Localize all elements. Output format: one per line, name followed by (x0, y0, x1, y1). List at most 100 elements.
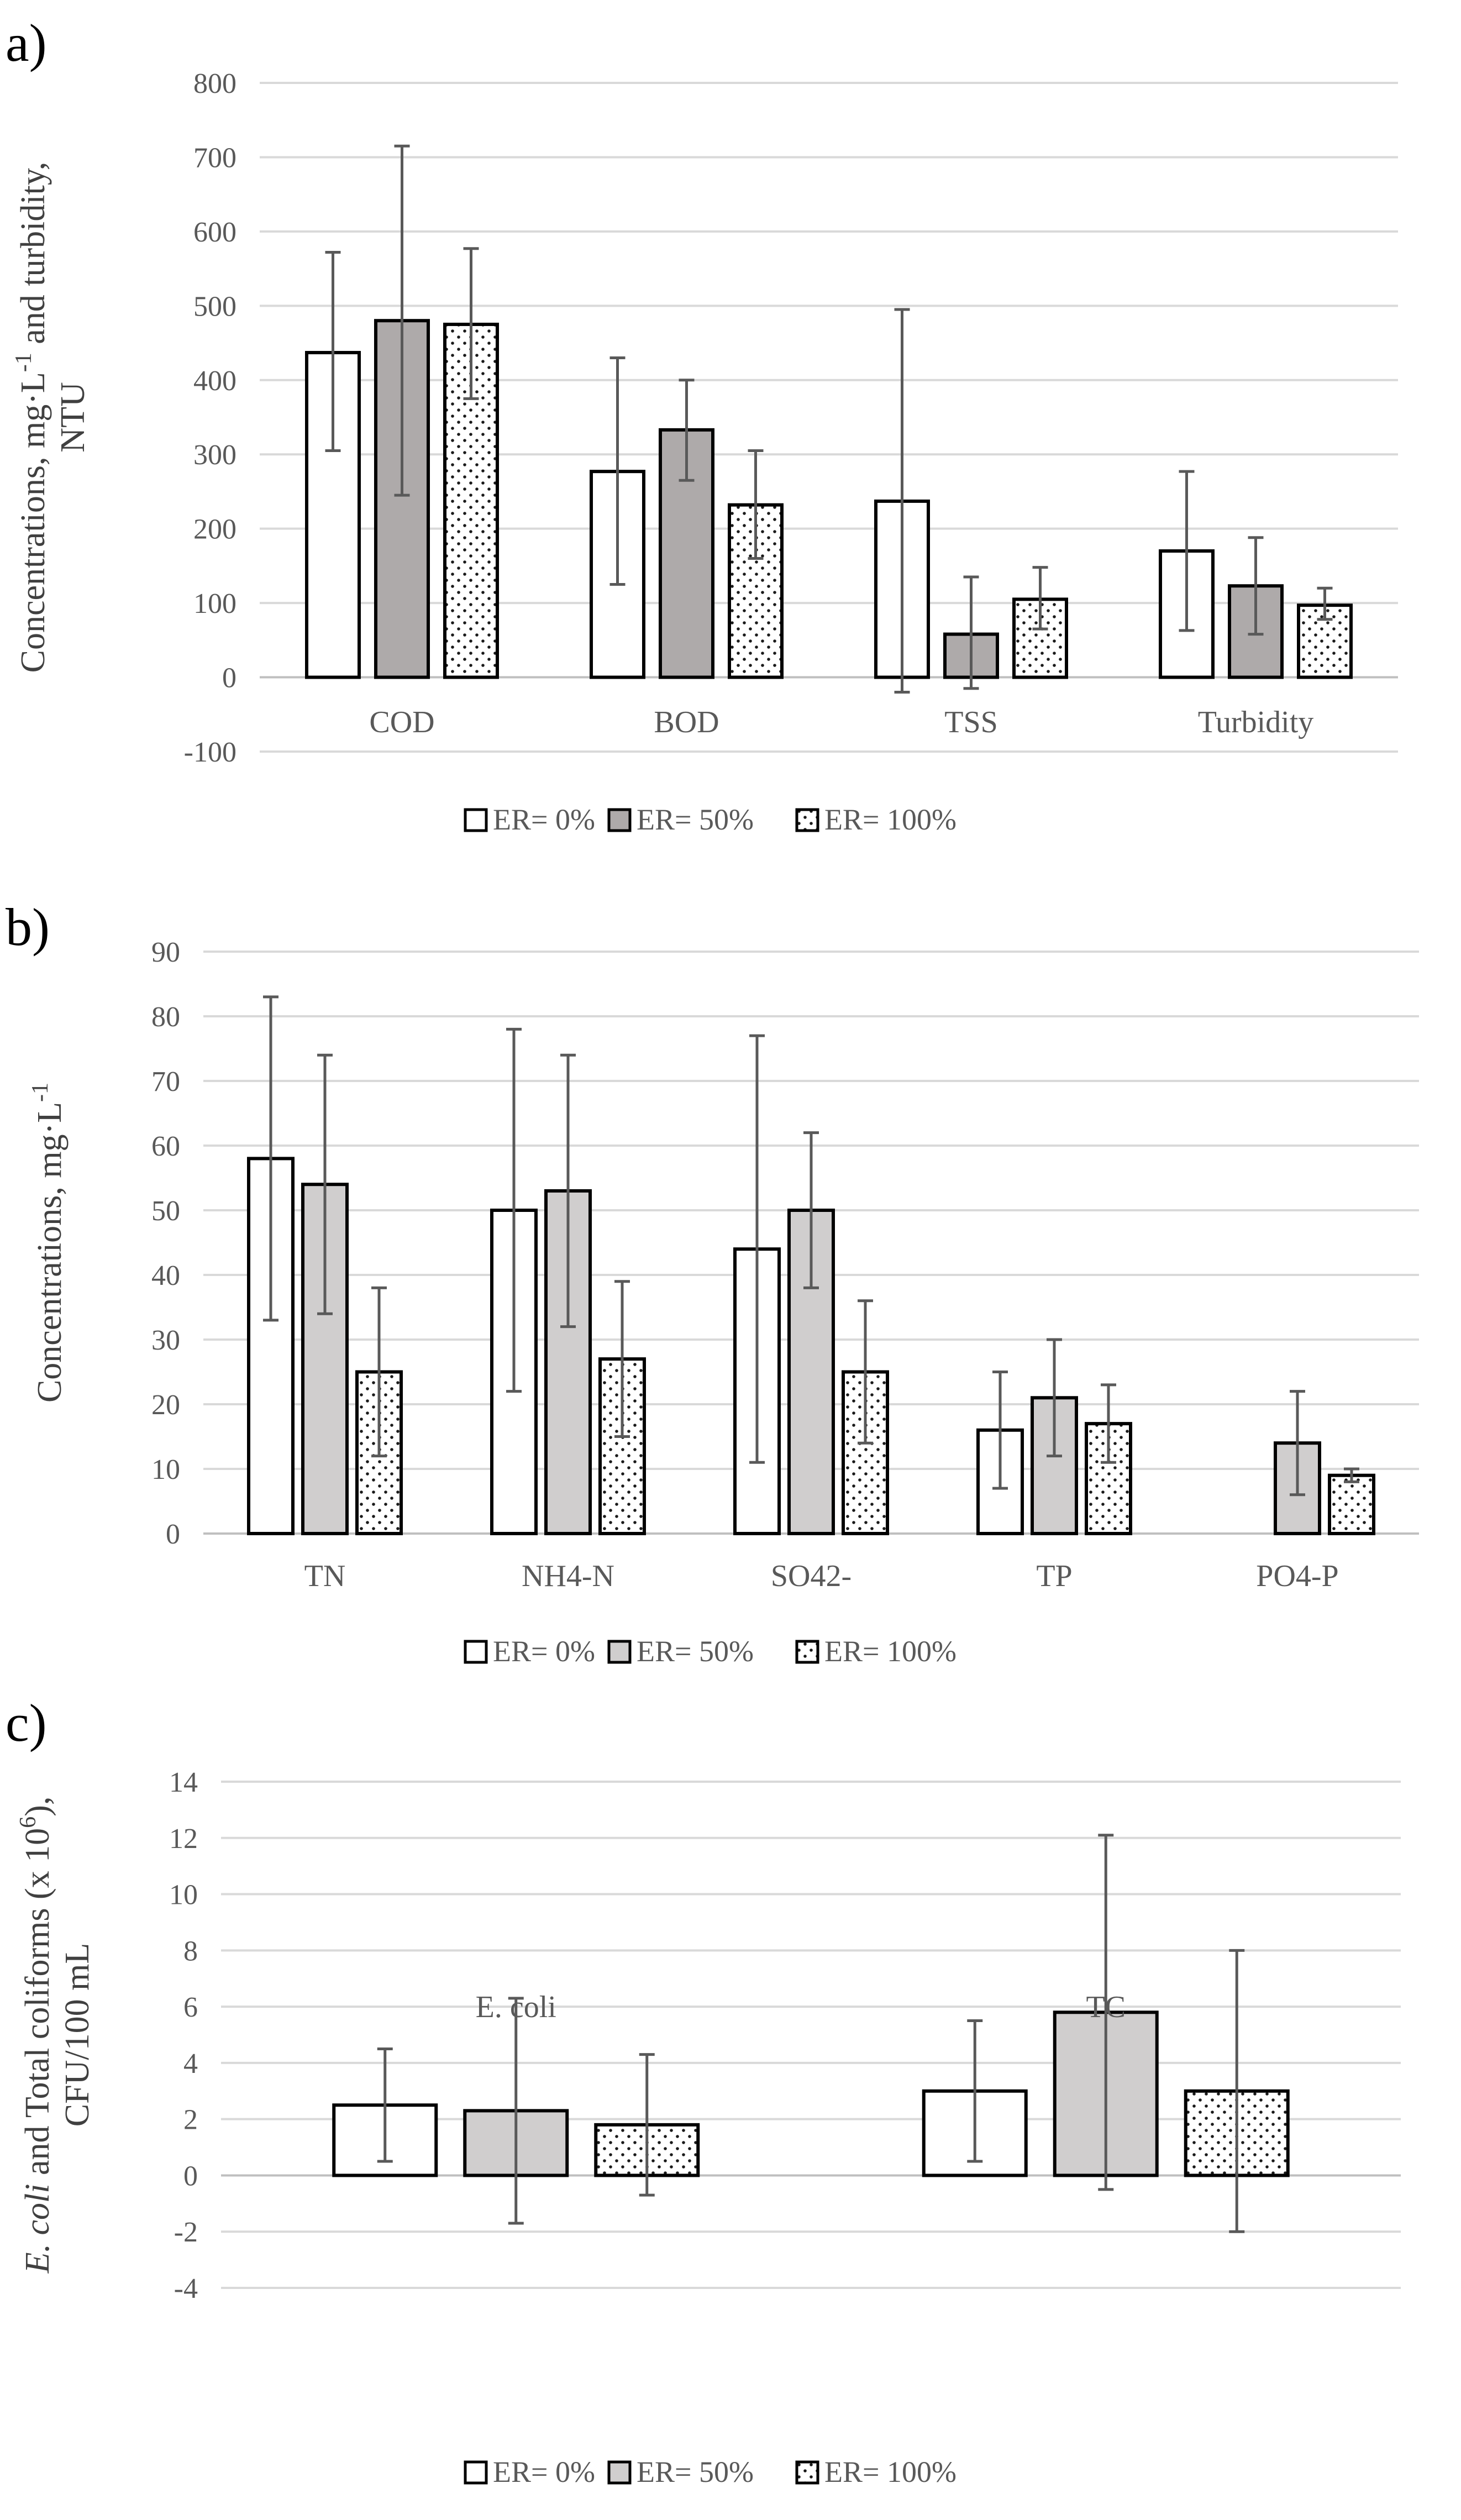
y-tick-label: 100 (193, 588, 237, 620)
y-tick-label: -100 (184, 737, 237, 768)
y-tick-label: 80 (151, 1001, 180, 1033)
legend-swatch (607, 1640, 632, 1664)
y-tick-label: 70 (151, 1066, 180, 1098)
y-tick-label: 10 (151, 1454, 180, 1485)
error-bar (614, 1280, 630, 1438)
error-bar (508, 1997, 524, 2225)
error-bar (1248, 536, 1264, 636)
y-tick-label: 50 (151, 1195, 180, 1227)
y-axis-label: E. coli and Total coliforms (x 106), (15, 1797, 56, 2274)
error-bar (1047, 1338, 1062, 1458)
legend-label: ER= 0% (493, 1635, 595, 1668)
error-bar (1229, 1949, 1245, 2233)
x-category-label: Turbidity (1198, 705, 1314, 739)
error-bar (858, 1299, 873, 1445)
y-tick-label: 60 (151, 1131, 180, 1162)
error-bar (560, 1053, 576, 1329)
legend-swatch (607, 2460, 632, 2485)
panel-label: b) (6, 897, 50, 957)
x-category-label: NH4-N (522, 1559, 614, 1593)
y-tick-label: 700 (193, 142, 237, 174)
error-bar (317, 1053, 333, 1315)
y-axis-label: CFU/100 mL (59, 1943, 96, 2127)
x-category-label: TN (304, 1559, 346, 1593)
legend-swatch (795, 808, 819, 832)
y-axis-label: Concentrations, mg·L-1 (28, 1083, 69, 1403)
error-bar (377, 2047, 393, 2163)
error-bar (894, 308, 910, 694)
error-bar (1098, 1834, 1114, 2191)
error-bar (609, 356, 626, 586)
error-bar (1101, 1383, 1116, 1464)
panel-label: a) (6, 13, 47, 72)
legend-label: ER= 100% (824, 803, 957, 836)
error-bar (963, 575, 979, 690)
legend-label: ER= 50% (637, 1635, 754, 1668)
y-tick-label: 500 (193, 291, 237, 322)
y-tick-label: 8 (183, 1935, 198, 1967)
y-tick-label: 800 (193, 68, 237, 99)
error-bar (749, 1034, 765, 1464)
y-tick-label: 200 (193, 514, 237, 545)
error-bar (325, 251, 341, 452)
legend-swatch (464, 808, 488, 832)
x-category-label: PO4-P (1256, 1559, 1338, 1593)
y-tick-label: 0 (222, 663, 237, 694)
y-tick-label: 6 (183, 1992, 198, 2023)
y-tick-label: 0 (183, 2160, 198, 2192)
legend: ER= 0% ER= 50% ER= 100% (464, 2455, 957, 2489)
legend-swatch (464, 2460, 488, 2485)
y-tick-label: 40 (151, 1260, 180, 1292)
y-tick-label: 90 (151, 937, 180, 968)
y-tick-label: 0 (166, 1519, 180, 1550)
x-category-label: COD (369, 705, 434, 739)
legend-swatch (607, 808, 632, 832)
chart-panel-1: a) -100 0 100 200 300 400 500 600 700 800 Concentra… (6, 13, 1398, 836)
y-axis-label: Concentrations, mg·L-1 and turbidity, (11, 162, 52, 673)
legend-label: ER= 0% (493, 2455, 595, 2489)
error-bar (394, 144, 410, 497)
legend-label: ER= 100% (824, 1635, 957, 1668)
error-bar (967, 2019, 983, 2163)
y-tick-label: 10 (169, 1880, 198, 1911)
x-category-label: TSS (944, 705, 998, 739)
error-bar (803, 1131, 819, 1289)
y-tick-label: 300 (193, 439, 237, 471)
error-bar (1032, 566, 1048, 631)
error-bar (679, 379, 695, 482)
y-tick-label: 600 (193, 217, 237, 248)
y-tick-label: -4 (174, 2273, 198, 2304)
x-category-label: TC (1086, 1990, 1126, 2024)
x-category-label: TP (1036, 1559, 1072, 1593)
x-category-label: SO42- (771, 1559, 852, 1593)
legend-label: ER= 50% (637, 2455, 754, 2489)
error-bar (463, 247, 479, 400)
y-tick-label: 30 (151, 1325, 180, 1356)
y-tick-label: 4 (183, 2048, 198, 2080)
y-tick-label: -2 (174, 2217, 198, 2248)
legend-label: ER= 0% (493, 803, 595, 836)
bar-po4-p-series-3 (1328, 1473, 1375, 1535)
error-bar (1179, 470, 1195, 632)
error-bar (1290, 1390, 1305, 1497)
x-category-label: BOD (654, 705, 719, 739)
legend-label: ER= 100% (824, 2455, 957, 2489)
chart-panel-2: b) 0 10 20 30 40 50 60 70 80 90 Concentrations, mg·… (6, 897, 1419, 1668)
legend-label: ER= 50% (637, 803, 754, 836)
legend-swatch (795, 1640, 819, 1664)
legend: ER= 0% ER= 50% ER= 100% (464, 803, 957, 836)
legend-swatch (464, 1640, 488, 1664)
y-tick-label: 14 (169, 1767, 198, 1798)
panel-label: c) (6, 1693, 47, 1752)
chart-panel-3: c) -4 -2 0 2 4 6 8 10 12 14 E. coli and Total colif… (6, 1693, 1401, 2489)
error-bar (506, 1027, 522, 1393)
bar-cod-series-3 (443, 322, 499, 679)
error-bar (639, 2053, 655, 2197)
legend: ER= 0% ER= 50% ER= 100% (464, 1635, 957, 1668)
error-bar (1344, 1467, 1359, 1483)
error-bar (371, 1286, 387, 1458)
y-tick-label: 12 (169, 1823, 198, 1855)
y-tick-label: 20 (151, 1389, 180, 1421)
x-category-label: E. coli (476, 1990, 556, 2024)
